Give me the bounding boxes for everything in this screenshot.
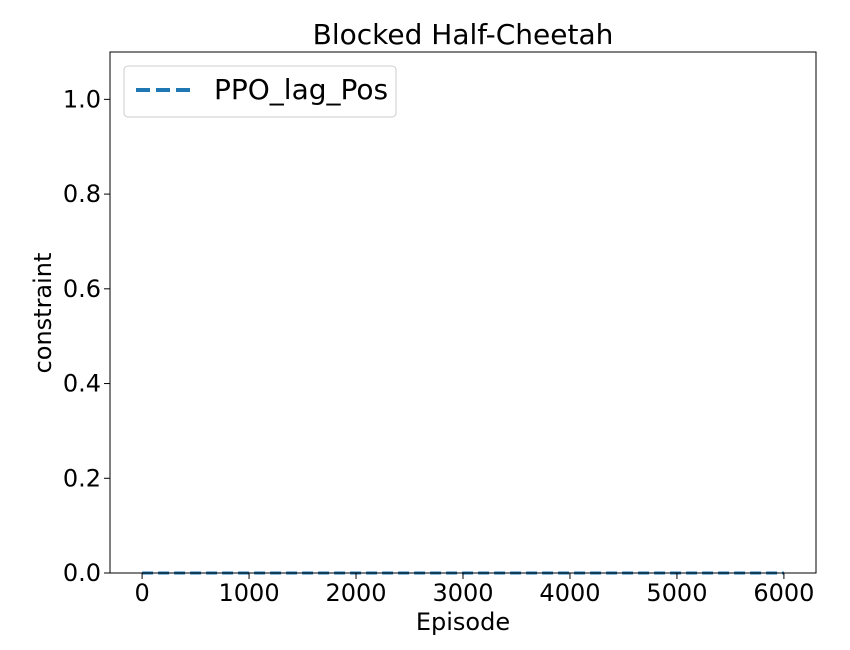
y-axis: 0.0 0.2 0.4 0.6 0.8 1.0 [63, 85, 110, 587]
y-tick-label: 0.6 [63, 275, 101, 303]
y-axis-title: constraint [29, 253, 57, 374]
x-tick-label: 4000 [539, 579, 600, 607]
x-tick-label: 1000 [219, 579, 280, 607]
legend: PPO_lag_Pos [123, 65, 397, 118]
x-axis-title: Episode [416, 608, 510, 636]
x-tick-label: 6000 [753, 579, 814, 607]
plot-background [110, 52, 816, 573]
plot-area [110, 52, 816, 573]
y-tick-label: 0.4 [63, 370, 101, 398]
chart-title: Blocked Half-Cheetah [313, 18, 614, 51]
x-axis: 0 1000 2000 3000 4000 5000 6000 [134, 573, 814, 607]
legend-label-ppo-lag-pos: PPO_lag_Pos [214, 73, 388, 106]
x-tick-label: 0 [134, 579, 149, 607]
y-tick-label: 0.2 [63, 464, 101, 492]
legend-box [123, 65, 397, 118]
x-tick-label: 3000 [432, 579, 493, 607]
x-tick-label: 5000 [646, 579, 707, 607]
x-tick-label: 2000 [325, 579, 386, 607]
y-tick-label: 1.0 [63, 85, 101, 113]
y-tick-label: 0.0 [63, 559, 101, 587]
y-tick-label: 0.8 [63, 180, 101, 208]
